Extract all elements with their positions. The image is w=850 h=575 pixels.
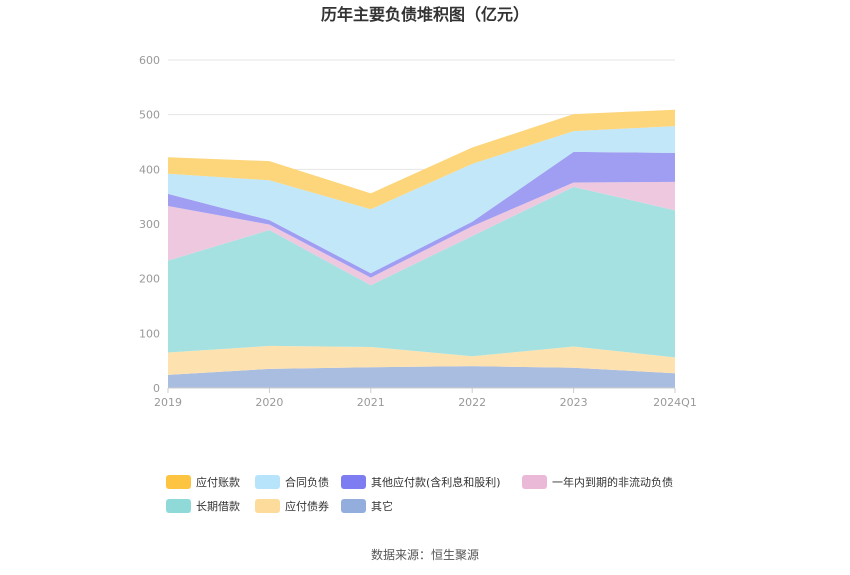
x-tick-label: 2019 xyxy=(154,396,182,409)
legend-swatch xyxy=(341,499,366,513)
area-series-6 xyxy=(168,126,675,274)
legend-swatch xyxy=(255,499,280,513)
legend-label: 其他应付款(含利息和股利) xyxy=(371,475,501,489)
area-series-4 xyxy=(168,181,675,286)
area-series-7 xyxy=(168,109,675,210)
legend-swatch xyxy=(255,475,280,489)
y-tick-label: 600 xyxy=(139,54,160,67)
x-tick-label: 2024Q1 xyxy=(653,396,697,409)
legend-label: 应付账款 xyxy=(196,475,240,489)
x-tick-label: 2021 xyxy=(357,396,385,409)
legend-swatch xyxy=(522,475,547,489)
y-tick-label: 100 xyxy=(139,327,160,340)
chart-title: 历年主要负债堆积图（亿元） xyxy=(321,5,529,24)
legend-label: 一年内到期的非流动负债 xyxy=(552,475,673,489)
area-series-2 xyxy=(168,345,675,375)
legend-item[interactable]: 一年内到期的非流动负债 xyxy=(522,475,673,489)
y-tick-label: 200 xyxy=(139,273,160,286)
legend-item[interactable]: 其他应付款(含利息和股利) xyxy=(341,475,501,489)
legend-label: 应付债券 xyxy=(285,499,329,513)
x-tick-label: 2023 xyxy=(560,396,588,409)
y-tick-label: 500 xyxy=(139,109,160,122)
y-tick-label: 0 xyxy=(153,382,160,395)
data-source: 数据来源：恒生聚源 xyxy=(371,547,479,562)
legend-item[interactable]: 应付账款 xyxy=(166,475,240,489)
legend-item[interactable]: 其它 xyxy=(341,499,393,513)
area-series xyxy=(168,109,675,388)
legend-label: 其它 xyxy=(371,499,393,513)
legend-item[interactable]: 合同负债 xyxy=(255,475,329,489)
x-tick-label: 2020 xyxy=(255,396,283,409)
legend-item[interactable]: 应付债券 xyxy=(255,499,329,513)
area-series-5 xyxy=(168,151,675,278)
y-tick-label: 400 xyxy=(139,163,160,176)
legend-label: 长期借款 xyxy=(196,499,240,513)
x-tick-label: 2022 xyxy=(458,396,486,409)
y-tick-label: 300 xyxy=(139,218,160,231)
area-series-1 xyxy=(168,366,675,388)
axes: 0 100 200 300 400 500 600 2019 2020 2021 2022 2023 2… xyxy=(139,54,697,409)
legend-swatch xyxy=(166,499,191,513)
legend-swatch xyxy=(341,475,366,489)
area-series-3 xyxy=(168,186,675,358)
legend-label: 合同负债 xyxy=(285,475,329,489)
legend-swatch xyxy=(166,475,191,489)
legend-item[interactable]: 长期借款 xyxy=(166,499,240,513)
